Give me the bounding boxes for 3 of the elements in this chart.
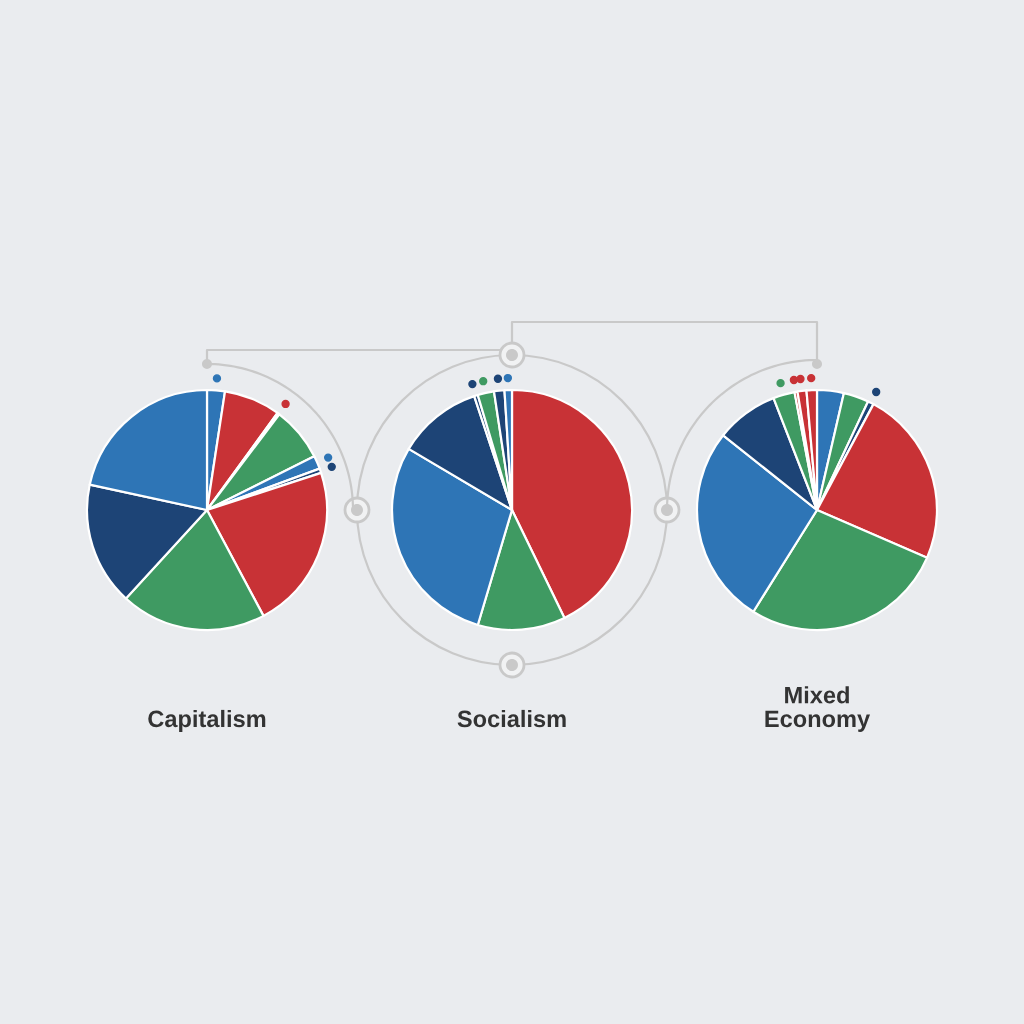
text: Mixed Economy — [765, 686, 871, 732]
text: Socialism — [457, 709, 566, 728]
text: Capitalism — [148, 709, 266, 732]
